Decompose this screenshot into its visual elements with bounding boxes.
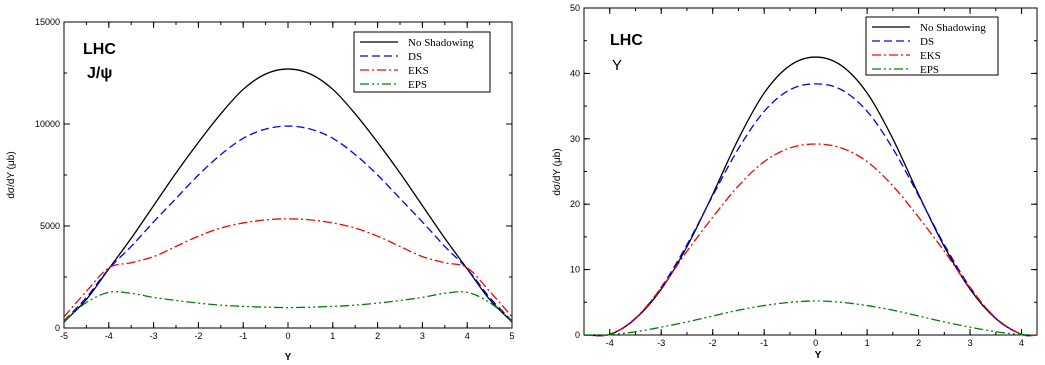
upsilon-x-tick-label: 0 xyxy=(813,338,818,348)
upsilon-legend-label: EPS xyxy=(920,64,939,76)
jpsi-x-tick-label: 0 xyxy=(285,331,290,341)
jpsi-x-tick-label: 3 xyxy=(420,331,425,341)
upsilon-x-tick-label: 3 xyxy=(968,338,973,348)
upsilon-y-tick-label: 30 xyxy=(570,134,580,144)
jpsi-legend-label: DS xyxy=(408,51,422,63)
jpsi-annotation-collider: LHC xyxy=(83,41,116,58)
upsilon-series-eks xyxy=(583,143,1038,337)
jpsi-y-tick-label: 10000 xyxy=(35,119,60,129)
jpsi-x-tick-label: -3 xyxy=(150,331,158,341)
upsilon-legend-label: No Shadowing xyxy=(920,22,986,34)
jpsi-x-tick-label: -2 xyxy=(194,331,202,341)
upsilon-y-tick-label: 10 xyxy=(570,265,580,275)
upsilon-y-tick-label: 50 xyxy=(570,3,580,13)
upsilon-legend: No Shadowing DS EKS EPS xyxy=(865,16,999,76)
jpsi-series-eps xyxy=(63,291,513,322)
upsilon-x-axis-label: Y xyxy=(815,350,822,361)
jpsi-y-tick-label: 0 xyxy=(55,323,60,333)
upsilon-annotation-particle: Υ xyxy=(612,57,622,74)
jpsi-y-tick-label: 5000 xyxy=(40,221,60,231)
jpsi-annotation-particle: J/ψ xyxy=(87,65,112,82)
upsilon-x-tick-label: 1 xyxy=(865,338,870,348)
jpsi-x-tick-label: 4 xyxy=(465,331,470,341)
upsilon-series-eps xyxy=(583,300,1038,336)
jpsi-legend: No Shadowing DS EKS EPS xyxy=(353,31,491,93)
jpsi-x-tick-label: 2 xyxy=(375,331,380,341)
upsilon-x-tick-label: 4 xyxy=(1019,338,1024,348)
jpsi-x-tick-label: 1 xyxy=(330,331,335,341)
jpsi-legend-label: EPS xyxy=(408,79,427,91)
jpsi-series-eks xyxy=(63,218,513,318)
upsilon-y-tick-label: 0 xyxy=(575,330,580,340)
upsilon-y-tick-label: 40 xyxy=(570,68,580,78)
jpsi-legend-label: EKS xyxy=(408,65,429,77)
jpsi-y-tick-label: 15000 xyxy=(35,17,60,27)
upsilon-y-axis-label: dσ/dY (μb) xyxy=(552,148,563,195)
upsilon-x-tick-label: -4 xyxy=(606,338,614,348)
jpsi-series-ds xyxy=(63,125,513,322)
upsilon-x-tick-label: 2 xyxy=(916,338,921,348)
jpsi-x-tick-label: 5 xyxy=(509,331,514,341)
jpsi-x-axis-label: Y xyxy=(285,352,292,363)
upsilon-x-tick-label: -3 xyxy=(657,338,665,348)
upsilon-series-ds xyxy=(583,83,1038,337)
upsilon-x-tick-label: -2 xyxy=(709,338,717,348)
upsilon-legend-label: EKS xyxy=(920,50,941,62)
upsilon-annotation-collider: LHC xyxy=(610,32,643,49)
upsilon-legend-label: DS xyxy=(920,36,934,48)
jpsi-legend-label: No Shadowing xyxy=(408,37,474,49)
jpsi-y-axis-label: dσ/dY (μb) xyxy=(6,151,17,198)
jpsi-series-no-shadowing xyxy=(63,68,513,323)
upsilon-x-tick-label: -1 xyxy=(760,338,768,348)
upsilon-series-no-shadowing xyxy=(583,56,1038,337)
upsilon-y-tick-label: 20 xyxy=(570,199,580,209)
jpsi-x-tick-label: -4 xyxy=(105,331,113,341)
jpsi-x-tick-label: -5 xyxy=(60,331,68,341)
jpsi-x-tick-label: -1 xyxy=(239,331,247,341)
